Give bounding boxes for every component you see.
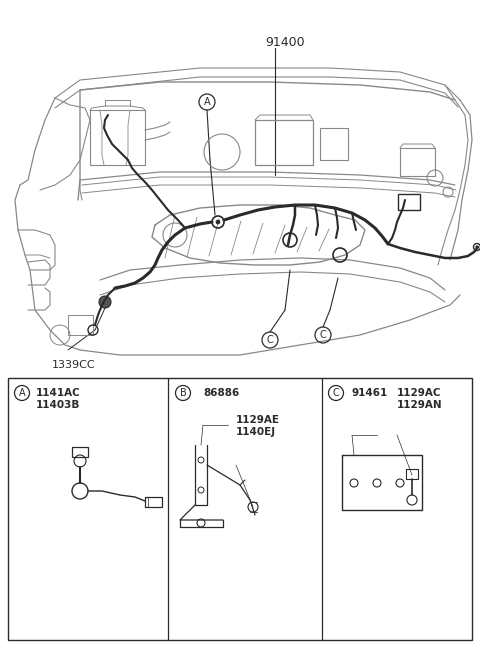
Bar [398,194,420,210]
Bar [400,148,435,176]
Text: 1140EJ: 1140EJ [236,427,276,437]
Text: C: C [320,330,326,340]
Text: C: C [266,335,274,345]
Text: 1129AC: 1129AC [397,388,442,398]
Bar [320,128,348,160]
Text: 11403B: 11403B [36,400,80,410]
Text: 1129AN: 1129AN [397,400,443,410]
Text: 1129AE: 1129AE [236,415,280,425]
Text: C: C [333,388,339,398]
Bar [406,469,418,479]
Text: 86886: 86886 [203,388,239,398]
Text: 1339CC: 1339CC [52,360,96,370]
Text: A: A [204,97,210,107]
Text: 91461: 91461 [352,388,388,398]
Bar [8,378,472,640]
Text: 91400: 91400 [265,35,305,48]
Circle shape [476,246,478,248]
Bar [68,315,93,335]
Bar [72,447,88,457]
Text: A: A [19,388,25,398]
Bar [255,120,313,165]
Circle shape [99,296,111,308]
Bar [90,110,145,165]
Text: 1141AC: 1141AC [36,388,81,398]
Text: B: B [180,388,186,398]
Circle shape [216,220,220,224]
